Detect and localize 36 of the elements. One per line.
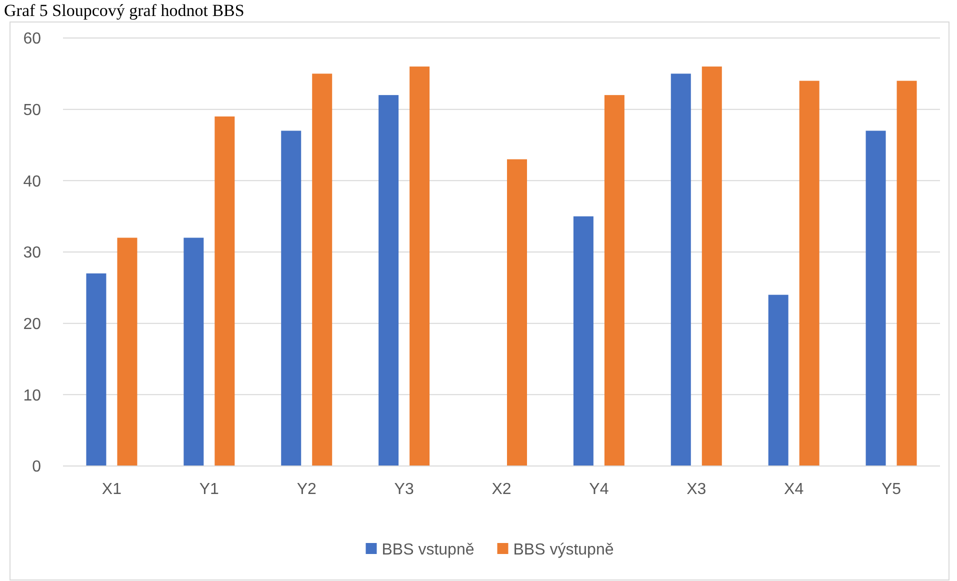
bar <box>410 66 430 466</box>
x-tick-label: X3 <box>686 481 706 498</box>
x-tick-label: Y4 <box>589 481 609 498</box>
x-tick-label: Y5 <box>881 481 902 498</box>
bar <box>573 216 594 466</box>
bar <box>604 95 624 466</box>
y-tick-label: 40 <box>23 173 42 190</box>
bar <box>896 80 917 466</box>
legend-label: BBS vstupně <box>382 542 474 559</box>
bar <box>117 238 138 466</box>
chart-title: Graf 5 Sloupcový graf hodnot BBS <box>4 1 244 20</box>
x-tick-label: Y1 <box>199 481 220 498</box>
bar <box>86 273 106 466</box>
bar <box>281 130 302 466</box>
y-tick-label: 10 <box>23 387 42 404</box>
y-tick-label: 50 <box>23 102 42 119</box>
bar <box>507 159 527 466</box>
x-tick-label: Y3 <box>394 481 414 498</box>
y-tick-label: 20 <box>23 316 42 333</box>
bar <box>866 130 886 466</box>
x-tick-label: X4 <box>784 481 804 498</box>
y-tick-label: 0 <box>32 458 42 476</box>
y-tick-label: 60 <box>23 30 42 48</box>
bar <box>799 80 820 466</box>
y-tick-label: 30 <box>23 244 42 262</box>
legend-label: BBS výstupně <box>513 542 614 559</box>
x-tick-label: Y2 <box>296 481 316 498</box>
bar <box>378 95 399 466</box>
bar <box>670 74 691 466</box>
x-tick-label: X1 <box>102 481 122 498</box>
bar <box>184 238 204 466</box>
bar <box>702 66 722 466</box>
bar <box>768 294 788 466</box>
bar <box>312 74 332 466</box>
bar <box>214 116 235 466</box>
x-tick-label: X2 <box>492 481 512 498</box>
